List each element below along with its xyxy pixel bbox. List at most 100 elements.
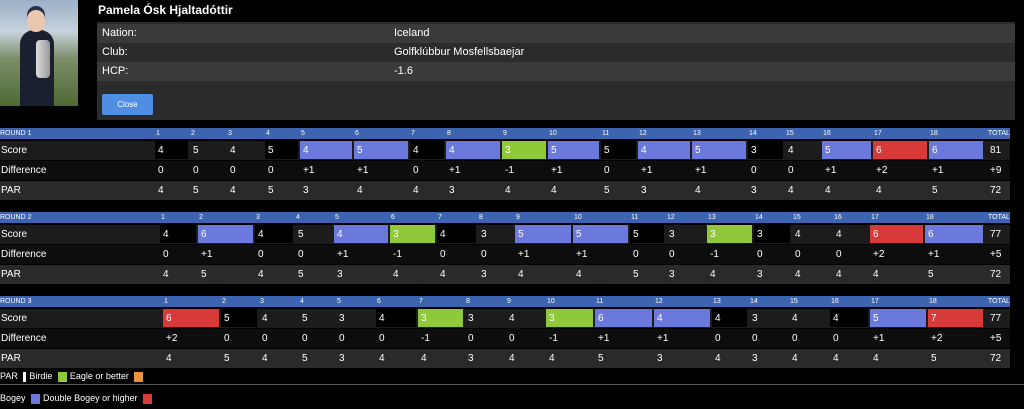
hole-difference: 0 [258,249,264,260]
hole-score: 5 [224,313,230,324]
hole-difference: -1 [505,165,514,176]
legend-swatch-orange [134,371,144,382]
hole-score: 4 [337,229,343,240]
score-total: 81 [990,145,1002,156]
round-2-table: ROUND 2 1 2 3 4 5 6 7 8 9 10 11 12 13 14 15 16 17 18 TOTAL … [0,212,1010,294]
hole-par: 5 [928,269,934,280]
score-highlight-bogey [573,225,628,243]
hole-difference: 0 [751,165,757,176]
hole-number: 8 [447,130,451,137]
hole-number: 13 [713,298,721,305]
hole-difference: +1 [576,249,588,260]
score-highlight-eagle [390,225,435,243]
hole-par: 5 [598,353,604,364]
hole-number: 13 [708,214,716,221]
hole-score: 7 [931,313,937,324]
hole-difference: 0 [509,333,515,344]
hole-difference: 0 [413,165,419,176]
score-highlight-birdie [155,141,188,159]
hole-number: 1 [161,214,165,221]
score-highlight-birdie [265,141,298,159]
score-highlight-eagle [502,141,546,159]
legend-eagle-label: Eagle or better [69,371,129,381]
score-highlight-bogey [692,141,746,159]
hole-difference: +1 [873,333,885,344]
legend-par-swatch [23,371,27,382]
hole-number: 1 [156,130,160,137]
hole-par: 4 [163,269,169,280]
hole-par: 4 [836,269,842,280]
hole-score: 4 [379,313,385,324]
hole-difference: 0 [481,249,487,260]
close-button[interactable]: Close [102,94,153,115]
hole-number: 18 [930,130,938,137]
score-highlight-bogey [822,141,871,159]
hole-score: 3 [751,145,757,156]
hole-score: 4 [509,313,515,324]
hole-par: 3 [468,353,474,364]
hole-par: 4 [258,269,264,280]
hole-number: 3 [256,214,260,221]
score-label: Score [1,313,28,324]
hole-par: 4 [509,353,515,364]
legend-bogey-swatch [31,393,41,404]
trophy [36,40,50,78]
score-highlight-eagle [707,225,752,243]
hole-number: 4 [300,298,304,305]
hole-par: 5 [201,269,207,280]
hole-par: 3 [757,269,763,280]
hole-number: 8 [466,298,470,305]
hole-number: 10 [547,298,555,305]
hole-score: 5 [357,145,363,156]
hole-par: 4 [440,269,446,280]
par-label: PAR [1,185,21,196]
total-header: TOTAL [988,214,1010,221]
score-highlight-birdie [160,225,196,243]
hole-par: 4 [876,185,882,196]
hole-score: 5 [576,229,582,240]
info-value: Iceland [394,27,430,39]
score-highlight-birdie [630,225,664,243]
score-highlight-birdie [255,225,293,243]
hole-score: 5 [604,145,610,156]
par-total: 72 [990,269,1002,280]
info-label: HCP: [102,65,129,77]
par-row: PAR 4 5 4 5 3 4 4 3 4 4 5 3 4 3 4 4 4 5 72 [0,181,1010,200]
hole-difference: 0 [163,249,169,260]
hole-difference: +2 [876,165,888,176]
hole-par: 3 [481,269,487,280]
hole-difference: 0 [788,165,794,176]
hole-score: 3 [339,313,345,324]
hole-difference: 0 [158,165,164,176]
hole-score: 3 [468,313,474,324]
hole-number: 11 [631,214,639,221]
hole-score: 3 [393,229,399,240]
hole-score: 3 [669,229,675,240]
hole-number: 6 [377,298,381,305]
round-header: ROUND 1 1 2 3 4 5 6 7 8 9 10 11 12 13 14 15 16 17 18 TOTAL [0,128,1010,139]
hole-difference: 0 [604,165,610,176]
hole-par: 5 [193,185,199,196]
hole-score: 3 [549,313,555,324]
hole-number: 5 [337,298,341,305]
hole-difference: 0 [268,165,274,176]
hole-par: 4 [518,269,524,280]
score-highlight-bogey [870,309,926,327]
hole-par: 5 [932,185,938,196]
hole-number: 11 [596,298,604,305]
hole-score: 5 [518,229,524,240]
score-highlight-bogey [334,225,388,243]
hole-score: 4 [449,145,455,156]
hole-difference: 0 [298,249,304,260]
hole-par: 4 [715,353,721,364]
info-row-club: Club: Golfklúbbur Mosfellsbaejar [97,43,1015,62]
hole-par: 5 [931,353,937,364]
hole-par: 4 [158,185,164,196]
hole-difference: 0 [669,249,675,260]
hole-par: 4 [413,185,419,196]
hole-number: 5 [301,130,305,137]
score-highlight-bogey [929,141,983,159]
hole-score: 4 [715,313,721,324]
score-label: Score [1,145,28,156]
hole-par: 4 [230,185,236,196]
